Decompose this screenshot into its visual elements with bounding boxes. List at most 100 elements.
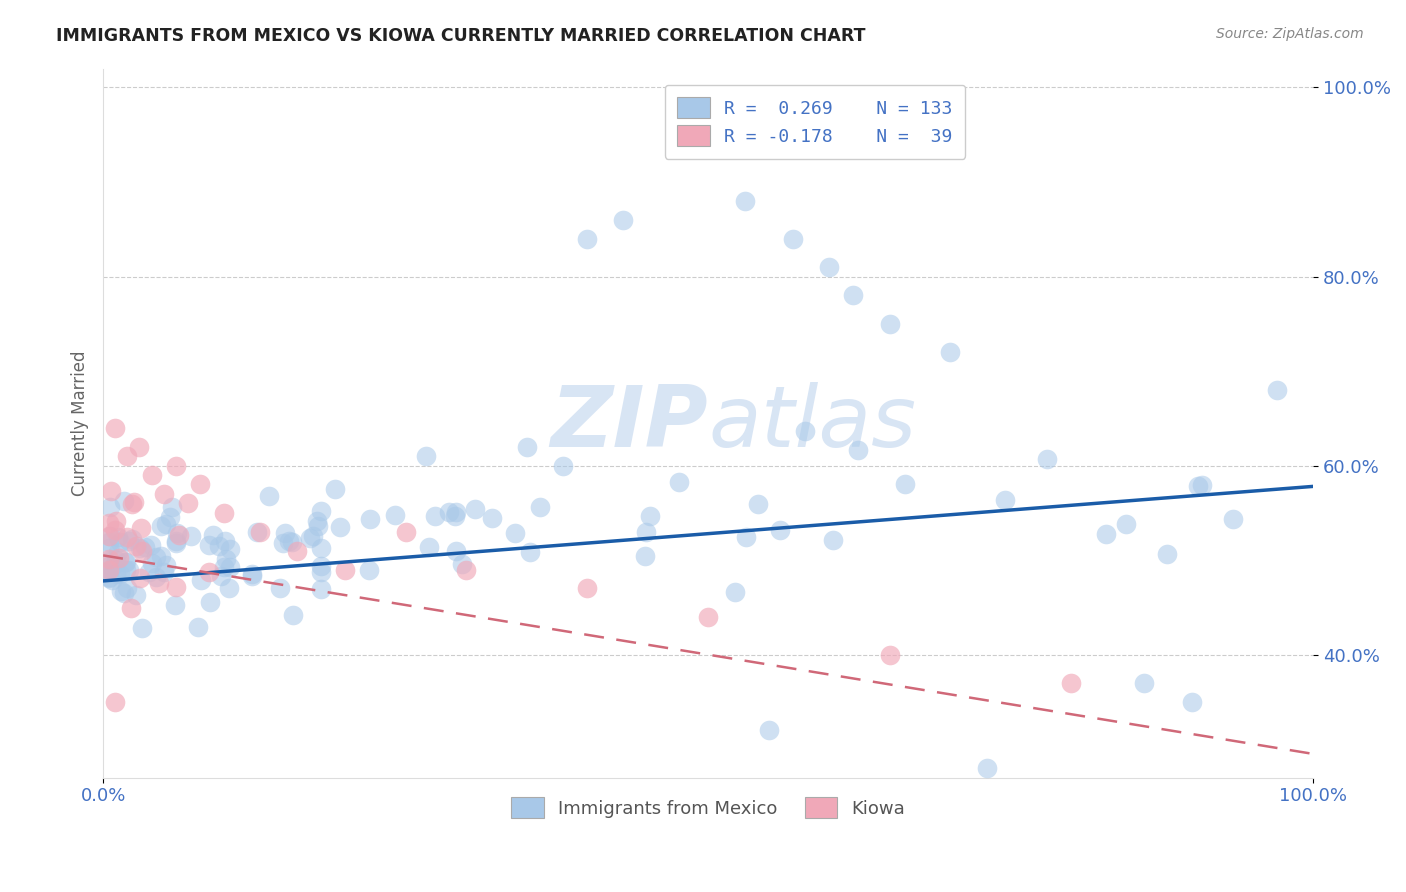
Point (309, 582, 332, 597)
Point (1222, 511, 1244, 525)
Point (98, 541, 121, 556)
Point (98, 516, 121, 530)
Point (437, 505, 460, 519)
Point (285, 543, 308, 558)
Point (131, 621, 153, 635)
Point (1036, 451, 1059, 466)
Point (100, 573, 122, 587)
Point (359, 512, 381, 526)
Point (165, 580, 187, 594)
Point (214, 559, 236, 574)
Point (159, 510, 181, 524)
Point (464, 502, 486, 516)
Point (108, 566, 131, 581)
Point (309, 504, 332, 518)
Point (551, 458, 574, 473)
Point (636, 524, 658, 539)
Point (450, 558, 472, 572)
Point (117, 581, 139, 595)
Point (481, 511, 503, 525)
Point (278, 534, 301, 549)
Point (152, 565, 174, 579)
Point (325, 483, 347, 497)
Point (879, 317, 901, 331)
Point (240, 569, 263, 583)
Point (155, 516, 177, 531)
Point (118, 563, 141, 577)
Point (939, 345, 962, 359)
Point (638, 509, 661, 524)
Point (131, 543, 153, 558)
Point (138, 565, 160, 579)
Point (177, 496, 200, 510)
Point (576, 582, 599, 596)
Point (307, 514, 329, 528)
Point (115, 530, 138, 544)
Point (212, 506, 235, 520)
Point (240, 567, 263, 582)
Point (107, 530, 129, 544)
Point (104, 553, 127, 567)
Point (169, 528, 191, 542)
Point (197, 538, 219, 552)
Point (198, 565, 221, 579)
Point (215, 552, 238, 566)
Point (114, 555, 136, 569)
Point (98, 570, 121, 584)
Point (529, 500, 551, 514)
Y-axis label: Currently Married: Currently Married (72, 351, 89, 496)
Point (747, 497, 769, 511)
Point (108, 551, 131, 566)
Point (1265, 383, 1288, 397)
Point (124, 588, 146, 602)
Point (384, 508, 406, 523)
Point (141, 538, 163, 552)
Point (160, 500, 183, 514)
Text: atlas: atlas (709, 382, 917, 465)
Point (281, 534, 304, 549)
Point (112, 493, 135, 508)
Point (281, 608, 304, 623)
Point (446, 505, 468, 519)
Point (98, 564, 121, 578)
Point (357, 563, 380, 577)
Point (98, 563, 121, 577)
Point (271, 536, 294, 550)
Point (110, 584, 132, 599)
Point (114, 563, 136, 577)
Point (141, 556, 163, 570)
Point (145, 570, 167, 584)
Point (103, 558, 125, 572)
Point (107, 545, 129, 559)
Point (149, 549, 172, 563)
Point (129, 571, 152, 585)
Point (188, 477, 211, 491)
Point (842, 288, 865, 302)
Point (98, 529, 121, 543)
Point (423, 508, 446, 523)
Point (218, 542, 240, 557)
Point (668, 475, 690, 489)
Point (576, 232, 599, 246)
Point (112, 586, 135, 600)
Point (98, 500, 121, 515)
Point (976, 761, 998, 775)
Point (117, 449, 139, 463)
Point (165, 598, 187, 612)
Point (98, 529, 121, 543)
Point (121, 497, 143, 511)
Point (209, 569, 232, 583)
Point (879, 648, 901, 662)
Point (129, 541, 152, 556)
Point (125, 540, 148, 554)
Point (117, 534, 139, 549)
Point (1181, 695, 1204, 709)
Point (307, 518, 329, 533)
Point (122, 495, 145, 509)
Point (415, 450, 437, 464)
Point (149, 518, 172, 533)
Point (134, 540, 156, 554)
Point (309, 565, 332, 579)
Point (734, 194, 756, 208)
Point (309, 558, 332, 573)
